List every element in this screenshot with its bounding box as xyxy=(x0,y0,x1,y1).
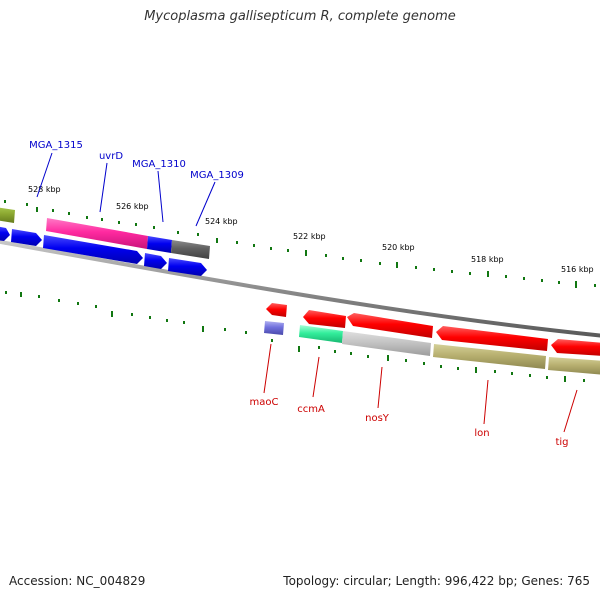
gene-feature[interactable] xyxy=(0,226,10,241)
gene-feature[interactable] xyxy=(11,229,42,246)
label-leader-lines xyxy=(36,152,578,433)
gene-label[interactable]: ccmA xyxy=(297,404,325,415)
gene-feature[interactable] xyxy=(144,253,167,269)
tick-label: 520 kbp xyxy=(382,243,415,252)
gene-feature[interactable] xyxy=(147,236,172,253)
topology-label: Topology: circular; Length: 996,422 bp; … xyxy=(283,574,590,588)
gene-feature[interactable] xyxy=(347,313,433,338)
tick-label: 524 kbp xyxy=(205,217,238,226)
gene-feature[interactable] xyxy=(266,303,287,317)
gene-label[interactable]: nosY xyxy=(365,413,390,424)
reverse-strand-features xyxy=(264,303,600,375)
gene-feature[interactable] xyxy=(43,235,143,264)
gene-label[interactable]: uvrD xyxy=(99,151,123,162)
tick-label: 516 kbp xyxy=(561,265,594,274)
outer-tick-track xyxy=(4,200,596,288)
gene-feature[interactable] xyxy=(436,326,548,351)
tick-label: 526 kbp xyxy=(116,202,149,211)
forward-strand-features xyxy=(0,207,210,276)
tick-label: 522 kbp xyxy=(293,232,326,241)
gene-feature[interactable] xyxy=(46,218,148,249)
tick-label: 518 kbp xyxy=(471,255,504,264)
gene-feature[interactable] xyxy=(299,325,343,343)
gene-label[interactable]: MGA_1315 xyxy=(29,140,83,151)
gene-feature[interactable] xyxy=(0,207,15,223)
gene-feature[interactable] xyxy=(551,339,600,356)
gene-label[interactable]: MGA_1310 xyxy=(132,159,186,170)
genome-backbone xyxy=(0,239,600,338)
gene-label[interactable]: MGA_1309 xyxy=(190,170,244,181)
gene-label[interactable]: maoC xyxy=(250,397,279,408)
accession-label: Accession: NC_004829 xyxy=(9,574,146,588)
gene-feature[interactable] xyxy=(264,321,284,335)
gene-feature[interactable] xyxy=(433,344,546,369)
gene-feature[interactable] xyxy=(303,310,346,328)
inner-tick-track xyxy=(5,291,585,382)
gene-feature[interactable] xyxy=(548,357,600,375)
gene-label[interactable]: lon xyxy=(474,428,489,439)
reverse-gene-labels: maoC ccmA nosY lon tig xyxy=(250,397,569,448)
forward-gene-labels: MGA_1315 uvrD MGA_1310 MGA_1309 xyxy=(29,140,244,181)
gene-feature[interactable] xyxy=(168,258,207,276)
gene-label[interactable]: tig xyxy=(555,437,568,448)
gene-feature[interactable] xyxy=(342,331,431,356)
tick-label: 528 kbp xyxy=(28,185,61,194)
tick-labels: 528 kbp 526 kbp 524 kbp 522 kbp 520 kbp … xyxy=(28,185,594,274)
map-title: Mycoplasma gallisepticum R, complete gen… xyxy=(144,9,456,24)
gene-feature[interactable] xyxy=(171,240,210,259)
